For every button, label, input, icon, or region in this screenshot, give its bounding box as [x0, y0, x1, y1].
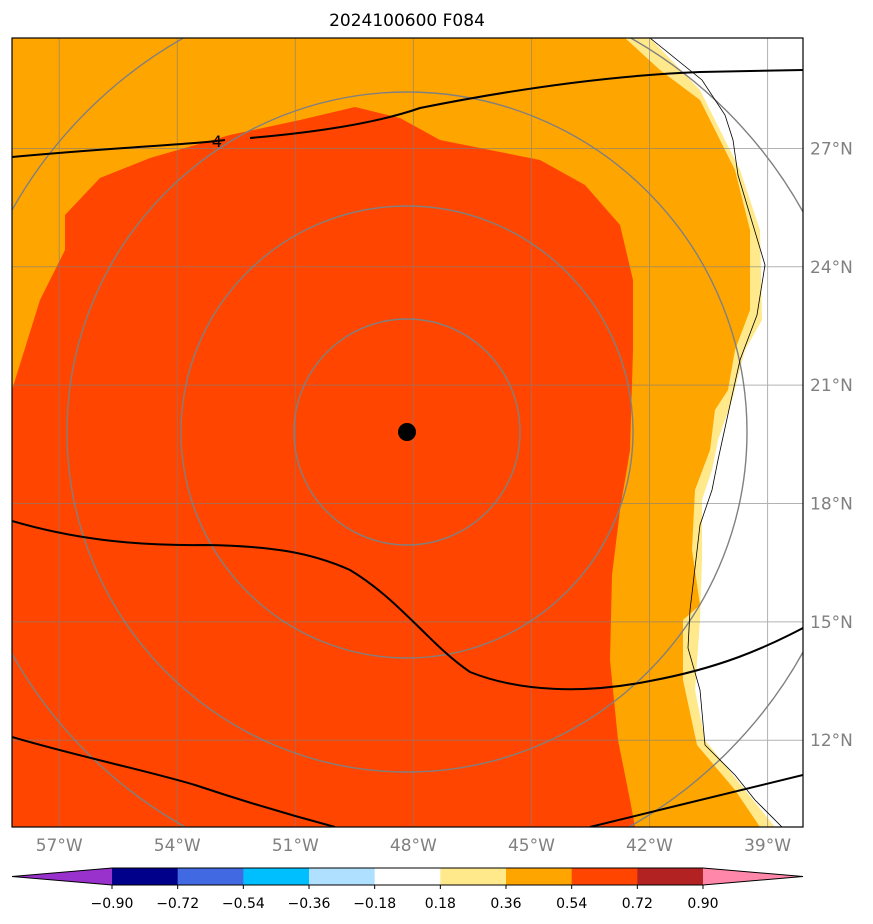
y-tick-label: 15°N [810, 613, 853, 633]
map-frame [11, 37, 804, 828]
black-contours [12, 69, 803, 827]
colorbar-segment [637, 868, 704, 885]
x-tick-label: 48°W [390, 836, 437, 856]
range-ring-3 [66, 91, 748, 773]
map-panel: 4 [12, 38, 803, 827]
contour-middle [12, 520, 803, 691]
colorbar-tick-label: 0.36 [490, 896, 521, 912]
contour-north [12, 69, 803, 158]
y-tick-label: 18°N [810, 495, 853, 515]
figure-title: 2024100600 F084 [329, 11, 485, 31]
colorbar-segment [112, 868, 179, 885]
x-tick-label: 39°W [744, 836, 791, 856]
storm-center-marker [398, 423, 416, 441]
contour-south [12, 736, 803, 827]
x-tick-label: 51°W [272, 836, 319, 856]
colorbar-tick-label: 0.18 [425, 896, 456, 912]
colorbar-tick-label: −0.36 [288, 896, 331, 912]
contour-label: 4 [212, 132, 222, 151]
colorbar-extend-low [12, 868, 112, 885]
range-ring-2 [180, 205, 634, 659]
x-axis-labels: 57°W 54°W 51°W 48°W 45°W 42°W 39°W [36, 836, 791, 856]
y-tick-label: 24°N [810, 258, 853, 278]
range-ring-1 [293, 318, 521, 546]
y-axis-labels: 27°N 24°N 21°N 18°N 15°N 12°N [810, 139, 853, 751]
x-tick-label: 54°W [154, 836, 201, 856]
colorbar-tick-label: −0.90 [91, 896, 134, 912]
colorbar-segment [440, 868, 507, 885]
colorbar-segment [506, 868, 573, 885]
gridlines [12, 38, 803, 827]
y-tick-label: 27°N [810, 139, 853, 159]
colorbar-tick-label: −0.72 [156, 896, 199, 912]
colorbar-tick-label: 0.90 [687, 896, 718, 912]
range-rings [12, 38, 803, 827]
colorbar-segment [309, 868, 376, 885]
colorbar-tick-label: 0.72 [622, 896, 653, 912]
x-tick-label: 42°W [626, 836, 673, 856]
coastline-outline [649, 38, 783, 827]
colorbar-tick-label: 0.54 [556, 896, 587, 912]
colorbar-segment [374, 868, 441, 885]
colorbar-tick-labels: −0.90 −0.72 −0.54 −0.36 −0.18 0.18 0.36 0.54 0.7… [91, 885, 719, 912]
colorbar-segment [243, 868, 310, 885]
x-tick-label: 45°W [508, 836, 555, 856]
y-tick-label: 21°N [810, 376, 853, 396]
x-tick-label: 57°W [36, 836, 83, 856]
colorbar [11, 867, 804, 886]
colorbar-segment [571, 868, 638, 885]
colorbar-extend-high [703, 868, 803, 885]
colorbar-segment [177, 868, 244, 885]
colorbar-tick-label: −0.18 [353, 896, 396, 912]
colorbar-tick-label: −0.54 [222, 896, 265, 912]
red-orange-region [12, 107, 635, 827]
y-tick-label: 12°N [810, 731, 853, 751]
